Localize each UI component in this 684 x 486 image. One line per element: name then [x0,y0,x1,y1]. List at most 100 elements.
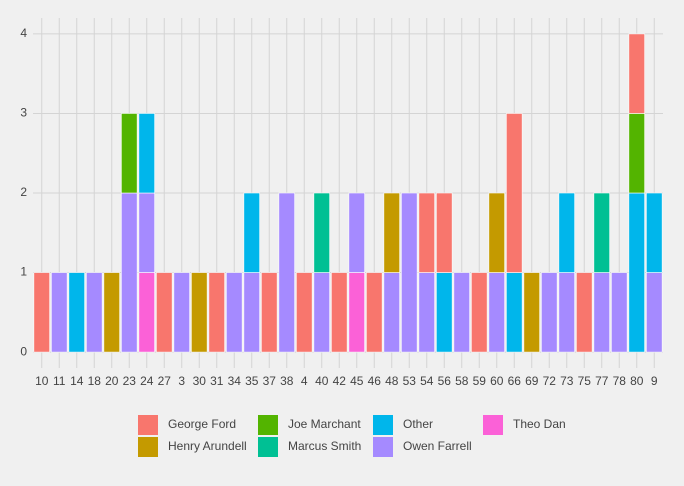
bar-segment [418,192,435,273]
bar-segment [121,192,138,353]
bar-segment [51,272,68,353]
bar-segment [348,192,365,273]
bar-segment [628,192,645,353]
x-tick-label: 11 [53,374,66,388]
x-tick-label: 38 [280,374,294,388]
y-tick-label: 1 [20,265,27,279]
legend-label: Other [403,417,433,431]
bar-segment [156,272,173,353]
bar-segment [366,272,383,353]
x-tick-label: 72 [543,374,557,388]
bar-segment [558,192,575,273]
bar-segment [488,272,505,353]
bar-segment [138,272,155,353]
x-tick-label: 77 [595,374,609,388]
x-tick-label: 66 [508,374,522,388]
legend-key [373,415,393,435]
bar-segment [138,192,155,273]
x-tick-label: 34 [228,374,242,388]
legend-key [138,415,158,435]
legend-key [483,415,503,435]
bar-segment [313,272,330,353]
bar-segment [593,192,610,273]
bar-segment [453,272,470,353]
x-tick-label: 40 [315,374,329,388]
x-tick-label: 45 [350,374,364,388]
bar-segment [628,113,645,194]
bar-segment [401,192,418,353]
bar-segment [121,113,138,194]
bar-segment [383,272,400,353]
legend-label: Owen Farrell [403,439,472,453]
bar-segment [576,272,593,353]
x-tick-label: 46 [368,374,382,388]
x-tick-label: 69 [525,374,539,388]
bar-segment [488,192,505,273]
bar-segment [296,272,313,353]
x-tick-label: 24 [140,374,154,388]
bar-segment [558,272,575,353]
bar-segment [278,192,295,353]
bar-segment [348,272,365,353]
legend-label: Joe Marchant [288,417,361,431]
x-tick-label: 60 [490,374,504,388]
x-tick-label: 58 [455,374,469,388]
x-tick-label: 10 [35,374,49,388]
bar-segment [261,272,278,353]
bar-segment [173,272,190,353]
bar-segment [33,272,50,353]
x-tick-label: 59 [473,374,487,388]
x-tick-label: 3 [178,374,185,388]
y-tick-label: 3 [20,106,27,120]
bar-segment [191,272,208,353]
x-tick-label: 35 [245,374,259,388]
bar-segment [243,272,260,353]
bar-segment [436,272,453,353]
bar-segment [523,272,540,353]
bar-segment [506,113,523,273]
y-tick-label: 4 [20,26,27,40]
x-tick-label: 23 [123,374,137,388]
legend-key [258,437,278,457]
bar-segment [208,272,225,353]
x-tick-label: 37 [263,374,277,388]
bar-segment [628,33,645,114]
x-tick-label: 42 [333,374,347,388]
legend-label: Henry Arundell [168,439,247,453]
bar-segment [68,272,85,353]
legend-label: Theo Dan [513,417,566,431]
x-tick-label: 14 [70,374,84,388]
bar-segment [243,192,260,273]
bar-segment [593,272,610,353]
bar-segment [103,272,120,353]
bar-segment [646,272,663,353]
legend-label: Marcus Smith [288,439,361,453]
legend-key [258,415,278,435]
bar-segment [226,272,243,353]
bar-segment [506,272,523,353]
x-tick-label: 73 [560,374,574,388]
bar-segment [331,272,348,353]
bar-segment [541,272,558,353]
x-tick-label: 20 [105,374,119,388]
bar-segment [383,192,400,273]
bar-segment [471,272,488,353]
x-tick-label: 56 [438,374,452,388]
x-tick-label: 18 [88,374,102,388]
x-tick-label: 54 [420,374,434,388]
x-tick-label: 27 [158,374,172,388]
bar-segment [418,272,435,353]
y-tick-label: 2 [20,185,27,199]
bar-segment [313,192,330,273]
legend-label: George Ford [168,417,236,431]
x-tick-label: 4 [301,374,308,388]
bar-segment [611,272,628,353]
bar-segment [436,192,453,273]
x-tick-label: 78 [613,374,627,388]
x-tick-label: 30 [193,374,207,388]
x-tick-label: 31 [210,374,224,388]
bar-segment [138,113,155,194]
x-tick-label: 80 [630,374,644,388]
